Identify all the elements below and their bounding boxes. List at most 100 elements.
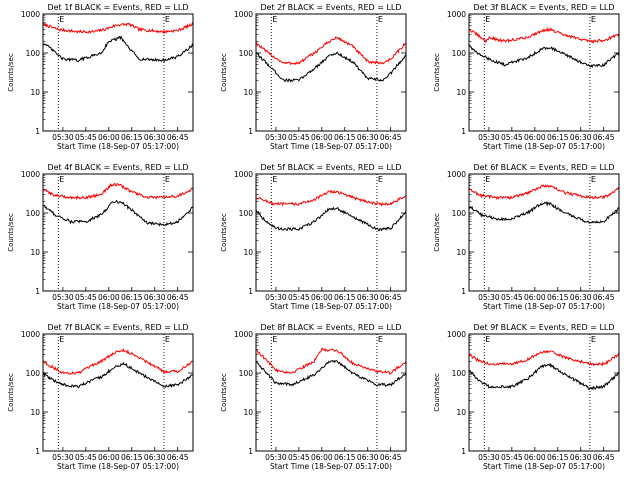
x-tick-label: 06:00 xyxy=(524,133,546,142)
x-tick-label: 05:45 xyxy=(501,293,523,302)
plot-frame xyxy=(255,173,407,292)
plot-frame xyxy=(255,13,407,132)
x-tick-label: 06:00 xyxy=(311,133,333,142)
x-tick-label: 06:15 xyxy=(334,133,356,142)
y-axis-label: Counts/sec xyxy=(433,53,441,92)
x-tick-label: 05:45 xyxy=(288,133,310,142)
y-axis-label: Counts/sec xyxy=(7,53,15,92)
x-tick-label: 06:30 xyxy=(570,293,592,302)
x-tick-label: 06:45 xyxy=(380,453,402,462)
x-axis-label: Start Time (18-Sep-07 05:17:00) xyxy=(57,142,179,151)
x-tick-label: 05:30 xyxy=(52,453,74,462)
plot-frame xyxy=(42,173,194,292)
time-marker-label: E xyxy=(591,335,596,344)
y-tick-label: 1000 xyxy=(234,330,253,339)
y-axis-label: Counts/sec xyxy=(433,213,441,252)
y-tick-label: 10 xyxy=(243,88,253,97)
y-tick-label: 100 xyxy=(239,369,254,378)
x-tick-label: 06:30 xyxy=(357,453,379,462)
y-axis-label: Counts/sec xyxy=(7,213,15,252)
time-marker-label: E xyxy=(591,15,596,24)
x-tick-label: 06:15 xyxy=(547,453,569,462)
x-tick-label: 06:45 xyxy=(593,133,615,142)
events-series-line xyxy=(42,35,194,63)
y-tick-label: 1000 xyxy=(447,170,466,179)
lld-series-line xyxy=(255,36,407,66)
x-tick-label: 06:15 xyxy=(334,293,356,302)
x-tick-label: 06:45 xyxy=(380,293,402,302)
y-tick-label: 1000 xyxy=(447,330,466,339)
y-tick-label: 1 xyxy=(35,127,40,136)
time-marker-label: E xyxy=(165,335,170,344)
y-tick-label: 1000 xyxy=(21,10,40,19)
time-marker-label: E xyxy=(59,175,64,184)
x-tick-label: 06:45 xyxy=(167,133,189,142)
plot-frame xyxy=(255,333,407,452)
lld-series-line xyxy=(42,182,194,201)
y-tick-label: 10 xyxy=(456,88,466,97)
time-marker-label: E xyxy=(591,175,596,184)
events-series-line xyxy=(42,199,194,227)
y-tick-label: 100 xyxy=(452,49,467,58)
lld-series-line xyxy=(468,184,619,201)
x-tick-label: 06:45 xyxy=(593,293,615,302)
x-tick-label: 06:30 xyxy=(144,293,166,302)
x-axis-label: Start Time (18-Sep-07 05:17:00) xyxy=(57,462,179,471)
x-axis-label: Start Time (18-Sep-07 05:17:00) xyxy=(483,462,605,471)
detector-panel: Det 5f BLACK = Events, RED = LLD Counts/s… xyxy=(220,163,407,311)
time-marker-label: E xyxy=(272,15,277,24)
y-tick-label: 100 xyxy=(452,209,467,218)
x-tick-label: 05:30 xyxy=(52,293,74,302)
detector-panel: Det 8f BLACK = Events, RED = LLD Counts/s… xyxy=(220,323,407,471)
x-axis-label: Start Time (18-Sep-07 05:17:00) xyxy=(270,142,392,151)
y-tick-label: 1000 xyxy=(234,170,253,179)
x-tick-label: 06:00 xyxy=(524,453,546,462)
y-tick-label: 10 xyxy=(243,248,253,257)
x-tick-label: 05:45 xyxy=(75,293,97,302)
time-marker-label: E xyxy=(378,335,383,344)
time-marker-label: E xyxy=(485,335,490,344)
y-tick-label: 100 xyxy=(452,369,467,378)
events-series-line xyxy=(255,359,407,387)
x-tick-label: 06:00 xyxy=(524,293,546,302)
x-tick-label: 05:45 xyxy=(288,293,310,302)
x-axis-label: Start Time (18-Sep-07 05:17:00) xyxy=(270,462,392,471)
panel-title: Det 3f BLACK = Events, RED = LLD xyxy=(473,3,614,12)
lld-series-line xyxy=(255,347,407,375)
x-tick-label: 06:00 xyxy=(98,453,120,462)
panel-title: Det 5f BLACK = Events, RED = LLD xyxy=(260,163,401,172)
y-tick-label: 10 xyxy=(243,408,253,417)
x-tick-label: 06:30 xyxy=(357,293,379,302)
events-series-line xyxy=(468,44,620,69)
x-tick-label: 06:45 xyxy=(167,453,189,462)
panel-title: Det 1f BLACK = Events, RED = LLD xyxy=(47,3,188,12)
plot-frame xyxy=(42,13,194,132)
y-tick-label: 10 xyxy=(456,248,466,257)
x-axis-label: Start Time (18-Sep-07 05:17:00) xyxy=(483,142,605,151)
y-tick-label: 1000 xyxy=(21,170,40,179)
x-tick-label: 06:45 xyxy=(167,293,189,302)
y-tick-label: 1 xyxy=(461,447,466,456)
time-marker-label: E xyxy=(165,175,170,184)
y-tick-label: 1 xyxy=(461,287,466,296)
y-tick-label: 1 xyxy=(248,287,253,296)
panel-title: Det 2f BLACK = Events, RED = LLD xyxy=(260,3,401,12)
x-tick-label: 06:15 xyxy=(121,453,143,462)
panel-title: Det 9f BLACK = Events, RED = LLD xyxy=(473,323,614,332)
x-tick-label: 06:00 xyxy=(98,293,120,302)
detector-panel: Det 9f BLACK = Events, RED = LLD Counts/s… xyxy=(433,323,620,471)
time-marker-label: E xyxy=(59,335,64,344)
lld-series-line xyxy=(468,350,620,367)
y-tick-label: 100 xyxy=(26,49,41,58)
detector-panel: Det 6f BLACK = Events, RED = LLD Counts/s… xyxy=(433,163,620,311)
y-axis-label: Counts/sec xyxy=(220,373,228,412)
lld-series-line xyxy=(469,26,620,44)
x-tick-label: 06:15 xyxy=(547,293,569,302)
y-axis-label: Counts/sec xyxy=(220,213,228,252)
x-tick-label: 06:15 xyxy=(334,453,356,462)
y-tick-label: 1000 xyxy=(21,330,40,339)
y-tick-label: 1 xyxy=(248,447,253,456)
time-marker-label: E xyxy=(59,15,64,24)
y-tick-label: 100 xyxy=(239,49,254,58)
